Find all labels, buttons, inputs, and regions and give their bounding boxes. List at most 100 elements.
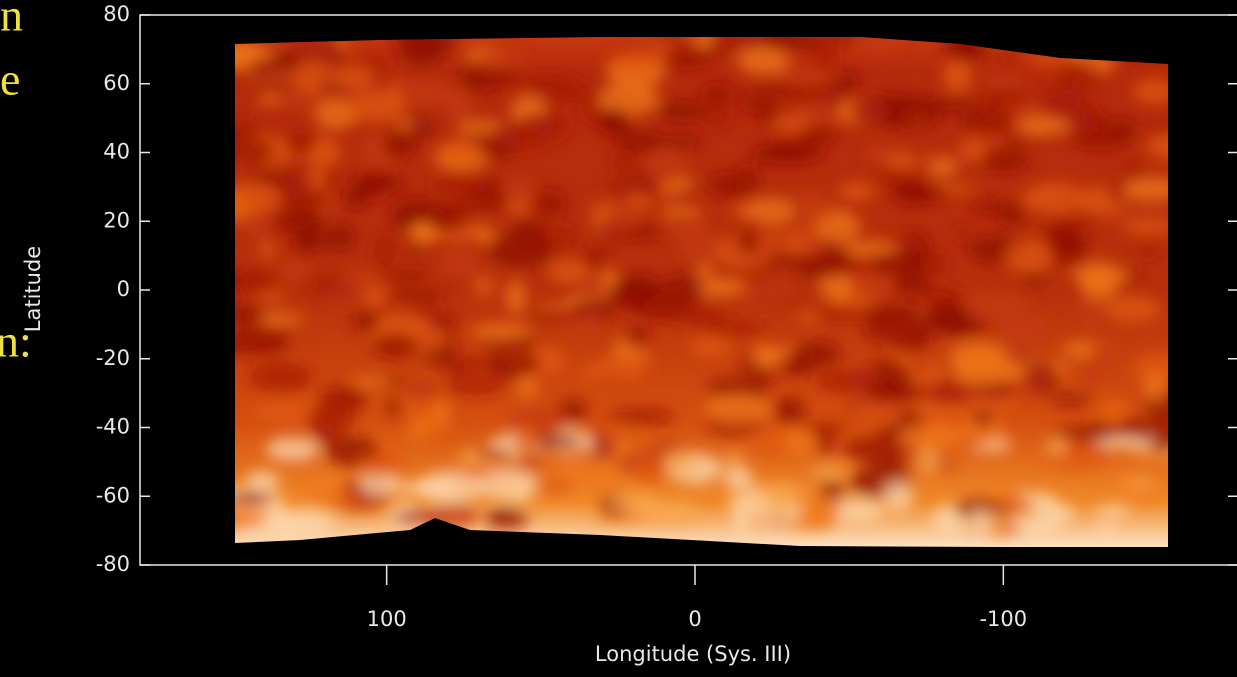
texture-blob [772,396,806,425]
texture-blob [658,100,705,122]
texture-blob [914,97,978,112]
y-tick-label: 20 [103,208,130,232]
texture-blob [245,470,280,494]
texture-blob [235,182,280,216]
texture-blob [407,115,437,139]
texture-blob [969,509,991,541]
texture-blob [1076,128,1125,151]
texture-blob [382,131,417,158]
texture-blob [878,250,937,277]
texture-blob [883,481,914,513]
texture-blob [970,198,1013,215]
texture-blob [1112,39,1168,66]
texture-blob [475,470,542,501]
texture-blob [661,213,707,237]
texture-blob [1040,89,1094,124]
texture-blob [591,357,655,371]
texture-blob [514,424,537,456]
texture-blob [596,83,660,116]
texture-blob [696,262,714,277]
texture-blob [750,144,810,164]
texture-blob [807,493,840,528]
texture-blob [693,37,715,49]
texture-blob [585,424,644,438]
texture-blob [1104,295,1161,323]
texture-blob [735,164,760,196]
texture-blob [547,259,591,284]
texture-blob [325,224,356,251]
texture-blob [615,273,661,301]
texture-blob [301,481,355,505]
slide-text: n: [0,316,32,367]
texture-blob [799,421,848,436]
texture-blob [796,311,821,324]
texture-blob [1091,37,1120,58]
texture-blob [1142,371,1168,402]
texture-blob [705,320,767,335]
texture-blob [388,77,456,108]
texture-blob [1136,421,1168,453]
y-tick-label: -40 [96,415,130,439]
texture-blob [440,250,479,277]
texture-blob [235,119,259,134]
texture-blob [507,200,529,215]
texture-blob [372,232,397,267]
texture-blob [242,210,273,239]
texture-blob [425,200,471,232]
texture-blob [298,231,330,251]
texture-blob [1095,524,1117,539]
texture-blob [439,138,485,162]
texture-blob [241,267,278,297]
texture-blob [943,37,986,63]
texture-blob [862,304,923,322]
texture-blob [1093,436,1157,449]
texture-blob [644,150,688,183]
texture-blob [824,37,863,43]
texture-blob [774,67,832,85]
texture-blob [659,37,681,42]
y-tick-label: 60 [103,71,130,95]
x-tick-label: 100 [367,607,407,631]
texture-blob [761,37,823,52]
texture-blob [1015,37,1073,69]
texture-blob [629,42,680,54]
texture-blob [1007,317,1055,329]
texture-blob [235,272,257,290]
texture-blob [999,483,1020,498]
texture-blob [476,226,495,244]
texture-blob [420,425,455,440]
texture-blob [446,376,506,395]
texture-blob [736,279,800,307]
texture-blob [825,498,886,524]
texture-blob [1018,116,1072,136]
texture-blob [505,279,526,314]
texture-blob [814,369,879,393]
texture-blob [784,429,817,455]
texture-blob [963,290,1030,324]
texture-blob [724,452,743,468]
texture-blob [476,448,512,460]
texture-blob [1093,401,1150,421]
texture-blob [872,253,890,275]
texture-blob [351,174,406,194]
texture-blob [1082,37,1112,54]
texture-blob [1133,245,1161,259]
texture-blob [582,248,607,269]
texture-blob [942,59,972,94]
texture-blob [380,269,433,284]
texture-blob [976,37,1014,43]
texture-blob [517,370,537,400]
texture-blob [929,378,969,405]
texture-blob [688,336,732,358]
texture-blob [384,397,402,416]
texture-blob [865,144,894,164]
texture-blob [588,268,605,296]
texture-blob [409,224,437,245]
texture-blob [798,123,838,145]
texture-blob [536,85,604,104]
texture-blob [1082,41,1125,53]
texture-blob [952,225,972,242]
texture-blob [911,351,932,376]
texture-blob [660,206,702,217]
